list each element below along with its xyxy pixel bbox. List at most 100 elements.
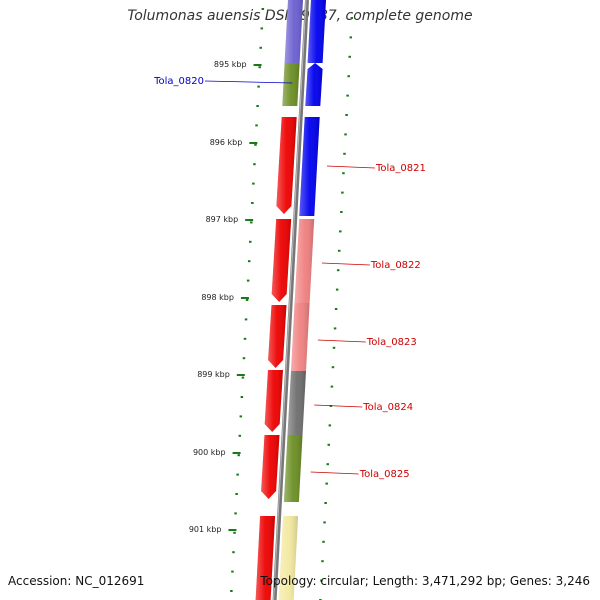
minor-tick-left [236, 473, 239, 476]
gene-label-tola-0822[interactable]: Tola_0822 [370, 260, 421, 271]
minor-tick-right [323, 521, 326, 524]
gene-shading [305, 63, 323, 106]
minor-tick-right [335, 288, 339, 291]
scale-tick-label: 899 kbp [197, 370, 230, 379]
major-tick [249, 142, 258, 144]
minor-tick-right [342, 172, 345, 175]
minor-tick-right [325, 482, 328, 485]
label-leader-line [314, 404, 363, 408]
minor-tick-left [232, 551, 235, 554]
minor-tick-left [244, 318, 248, 321]
minor-tick-left [234, 512, 237, 515]
gene-shading [307, 0, 326, 63]
minor-tick-left [254, 143, 257, 146]
minor-tick-left [255, 124, 258, 127]
label-leader-line [317, 339, 366, 343]
label-leader-line [204, 80, 293, 84]
scale-tick-label: 897 kbp [206, 215, 239, 224]
gene-label-tola-0820[interactable]: Tola_0820 [153, 76, 204, 87]
minor-tick-right [331, 366, 335, 369]
minor-tick-right [333, 327, 337, 330]
minor-tick-left [237, 454, 240, 457]
minor-tick-right [330, 385, 334, 388]
minor-tick-left [247, 260, 251, 263]
minor-tick-left [250, 221, 253, 224]
minor-tick-left [252, 182, 255, 185]
gene-shading [255, 516, 276, 600]
minor-tick-left [245, 299, 249, 301]
accession-text: Accession: NC_012691 [8, 574, 145, 588]
gene-shading [291, 303, 310, 371]
genes-group[interactable] [255, 0, 326, 600]
minor-tick-left [233, 531, 236, 534]
minor-tick-right [328, 424, 332, 427]
scale-ticks-group: 895 kbp 896 kbp 897 kbp 898 kbp 899 kbp 900 k… [189, 8, 354, 600]
backbone-group [272, 0, 309, 600]
gene-shading [282, 63, 300, 106]
minor-tick-left [253, 163, 256, 166]
scale-tick-label: 898 kbp [201, 293, 234, 302]
major-tick [228, 529, 237, 531]
minor-tick-left [243, 337, 247, 340]
major-tick [245, 219, 254, 221]
scale-tick-label: 900 kbp [193, 448, 226, 457]
minor-tick-right [341, 191, 344, 194]
minor-tick-left [248, 240, 252, 243]
minor-tick-right [327, 443, 331, 446]
minor-tick-left [246, 279, 250, 282]
label-leader-line [326, 165, 376, 169]
gene-shading [283, 435, 303, 502]
minor-tick-left [235, 493, 238, 495]
minor-tick-right [350, 17, 354, 19]
label-leader-line [310, 471, 359, 475]
gene-label-tola-0823[interactable]: Tola_0823 [366, 337, 417, 348]
gene-shading [284, 0, 303, 63]
scale-tick-label: 896 kbp [210, 138, 243, 147]
minor-tick-left [230, 590, 233, 592]
gene-label-tola-0821[interactable]: Tola_0821 [375, 163, 426, 174]
gene-label-tola-0825[interactable]: Tola_0825 [359, 469, 410, 480]
minor-tick-left [242, 357, 246, 360]
minor-tick-right [343, 152, 346, 155]
minor-tick-right [346, 94, 349, 97]
scale-tick-label: 901 kbp [189, 525, 222, 534]
minor-tick-left [261, 8, 265, 10]
minor-tick-right [349, 36, 353, 39]
gene-shading [268, 305, 287, 368]
minor-tick-left [251, 202, 254, 204]
gene-shading [278, 516, 299, 600]
gene-shading [276, 117, 297, 214]
gene-shading [299, 117, 320, 216]
major-tick [232, 452, 241, 454]
gene-shading [294, 219, 315, 303]
minor-tick-right [326, 463, 329, 466]
major-tick [253, 64, 262, 66]
label-leader-line [321, 262, 370, 266]
minor-tick-right [347, 75, 350, 78]
scale-tick-label: 895 kbp [214, 60, 247, 69]
minor-tick-left [259, 46, 262, 49]
major-tick [240, 297, 249, 299]
minor-tick-left [239, 415, 243, 418]
minor-tick-left [256, 105, 259, 107]
minor-tick-right [332, 346, 336, 349]
minor-tick-left [241, 376, 245, 379]
minor-tick-left [260, 27, 264, 30]
minor-tick-right [348, 55, 351, 58]
topology-text: Topology: circular; Length: 3,471,292 bp… [260, 574, 590, 588]
minor-tick-right [345, 114, 348, 116]
minor-tick-right [344, 133, 347, 136]
backbone-highlight [273, 0, 307, 600]
backbone-line [272, 0, 309, 600]
minor-tick-right [321, 560, 324, 563]
gene-label-tola-0824[interactable]: Tola_0824 [362, 402, 413, 413]
gene-shading [264, 370, 283, 432]
minor-tick-right [322, 540, 325, 543]
minor-tick-right [334, 308, 338, 310]
labels-group: Tola_0820 Tola_0821 Tola_0822 Tola_0823 Tola… [153, 76, 426, 480]
minor-tick-right [340, 211, 343, 213]
minor-tick-right [324, 502, 327, 504]
minor-tick-left [258, 66, 261, 69]
